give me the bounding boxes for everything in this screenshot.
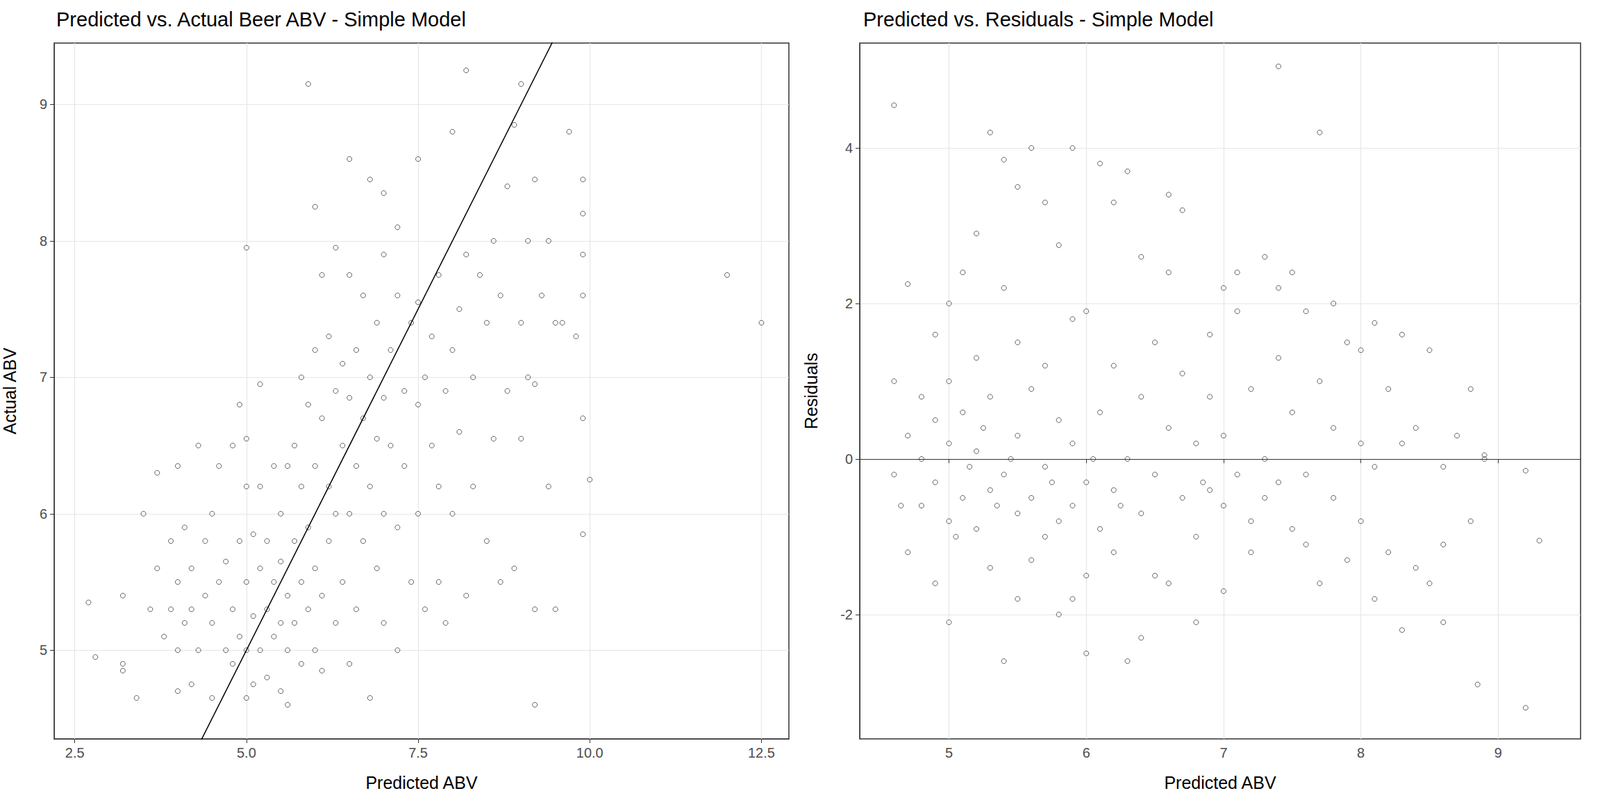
svg-text:8: 8	[1356, 745, 1365, 761]
svg-text:Predicted vs. Residuals - Simp: Predicted vs. Residuals - Simple Model	[863, 8, 1214, 31]
svg-text:5: 5	[39, 642, 48, 658]
svg-text:4: 4	[845, 140, 853, 156]
svg-text:Predicted ABV: Predicted ABV	[1163, 772, 1277, 793]
svg-text:9: 9	[1494, 745, 1503, 761]
svg-text:5.0: 5.0	[236, 745, 257, 761]
svg-text:Residuals: Residuals	[801, 352, 821, 430]
svg-text:0: 0	[845, 451, 853, 467]
svg-text:2.5: 2.5	[65, 745, 85, 761]
svg-text:12.5: 12.5	[747, 745, 775, 761]
svg-text:Predicted ABV: Predicted ABV	[365, 772, 478, 793]
svg-text:8: 8	[39, 233, 48, 249]
svg-text:5: 5	[945, 745, 953, 761]
svg-text:10.0: 10.0	[576, 745, 604, 761]
svg-text:2: 2	[845, 295, 853, 312]
svg-text:7: 7	[39, 369, 48, 385]
svg-text:6: 6	[39, 506, 48, 522]
svg-text:Actual ABV: Actual ABV	[0, 347, 20, 435]
svg-text:7: 7	[1219, 745, 1228, 761]
svg-text:9: 9	[39, 96, 48, 112]
svg-text:6: 6	[1082, 745, 1091, 761]
svg-text:7.5: 7.5	[408, 745, 428, 761]
svg-text:Predicted vs. Actual Beer ABV: Predicted vs. Actual Beer ABV - Simple M…	[56, 8, 466, 31]
svg-text:-2: -2	[840, 606, 853, 623]
